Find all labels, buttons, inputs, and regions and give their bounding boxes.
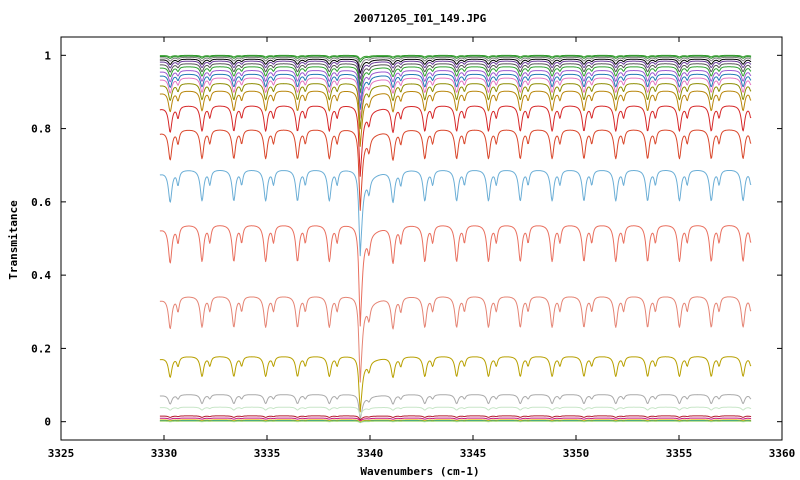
y-tick-label: 0.4: [31, 269, 51, 282]
x-axis-label: Wavenumbers (cm-1): [360, 465, 479, 478]
axis-ticks: [60, 37, 783, 440]
x-tick-label: 3335: [254, 447, 281, 460]
spectrum-line-16: [159, 225, 752, 327]
y-axis-label: Transmitance: [7, 200, 20, 280]
spectrum-line-15: [159, 169, 752, 257]
x-tick-label: 3360: [769, 447, 796, 460]
y-tick-label: 0.6: [31, 196, 51, 209]
y-tick-label: 0.2: [31, 342, 51, 355]
spectrum-line-3: [159, 56, 752, 68]
x-tick-label: 3340: [357, 447, 384, 460]
x-tick-label: 3355: [666, 447, 693, 460]
x-axis-tick-labels: 3325 3330 3335 3340 3345 3350 3355 3360: [48, 447, 796, 460]
spectrum-line-6: [159, 63, 752, 87]
spectrum-line-21: [159, 415, 752, 421]
y-tick-label: 1: [44, 49, 51, 62]
spectrum-line-20: [159, 406, 752, 416]
spectrum-line-10: [159, 77, 752, 119]
spectrum-line-5: [159, 60, 752, 80]
x-tick-label: 3350: [563, 447, 590, 460]
spectrum-line-8: [159, 70, 752, 102]
spectrum-line-23: [159, 419, 752, 423]
x-tick-label: 3325: [48, 447, 75, 460]
spectrum-line-4: [159, 58, 752, 74]
spectrum-line-9: [159, 73, 752, 110]
spectrum-line-18: [159, 356, 752, 413]
y-axis-tick-labels: 0 0.2 0.4 0.6 0.8 1: [31, 49, 51, 428]
spectrum-line-17: [159, 296, 752, 383]
spectrum-line-14: [159, 129, 752, 211]
spectrum-line-1: [159, 54, 752, 60]
spectrum-line-25: [159, 420, 752, 423]
spectrum-line-7: [159, 66, 752, 94]
y-tick-label: 0.8: [31, 123, 51, 136]
spectrum-line-12: [159, 90, 752, 147]
spectrum-line-22: [159, 417, 752, 422]
spectrum-line-13: [159, 105, 752, 177]
plot-frame: [60, 36, 783, 441]
spectrum-line-11: [159, 83, 752, 130]
series-layer: [159, 54, 752, 424]
spectrum-line-2: [159, 55, 752, 63]
y-tick-label: 0: [44, 416, 51, 429]
x-tick-label: 3345: [460, 447, 487, 460]
spectrum-line-19: [159, 394, 752, 421]
chart-title: 20071205_I01_149.JPG: [354, 12, 487, 25]
x-tick-label: 3330: [151, 447, 178, 460]
